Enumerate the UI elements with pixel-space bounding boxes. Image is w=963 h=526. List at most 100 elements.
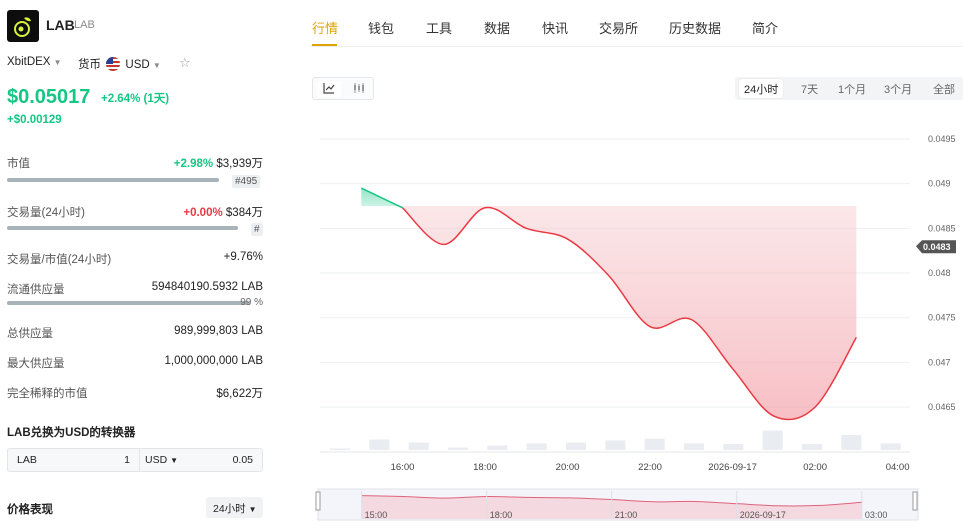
- converter-from-amount[interactable]: 1: [124, 454, 130, 466]
- y-tick-label: 0.048: [928, 268, 951, 278]
- x-tick-label: 02:00: [803, 462, 827, 473]
- time-range-selector: 24小时 7天 1个月 3个月 全部: [735, 77, 963, 100]
- tab-tools[interactable]: 工具: [426, 21, 453, 36]
- circulating-bar: [7, 301, 251, 305]
- star-icon[interactable]: ☆: [179, 55, 191, 70]
- converter-to-amount[interactable]: 0.05: [232, 454, 253, 466]
- volume-bar: [802, 444, 822, 450]
- volume-row: +0.00% $384万: [140, 204, 263, 220]
- chart-navigator[interactable]: 15:00 18:00 21:00 2026-09-17 03:00: [315, 488, 919, 521]
- x-tick-label: 22:00: [638, 462, 662, 473]
- volume-bar: [684, 443, 704, 450]
- range-7d[interactable]: 7天: [801, 84, 819, 96]
- price-line-up: [360, 187, 403, 209]
- y-tick-label: 0.0485: [928, 223, 956, 233]
- tab-market[interactable]: 行情: [312, 21, 339, 36]
- navigator-tick-label: 2026-09-17: [740, 510, 786, 520]
- volume-rank: #: [251, 221, 263, 236]
- x-tick-label: 18:00: [473, 462, 497, 473]
- price-chart[interactable]: 0.04950.0490.04850.0480.04750.0470.0465 …: [310, 125, 963, 526]
- tabs-divider: [310, 46, 963, 47]
- market-cap-change: +2.98%: [173, 158, 214, 170]
- y-tick-label: 0.0475: [928, 313, 956, 323]
- total-supply-value: 989,999,803 LAB: [174, 325, 263, 337]
- x-axis: 16:00 18:00 20:00 22:00 2026-09-17 02:00 04:00: [391, 462, 910, 473]
- token-logo: [7, 10, 39, 42]
- volume-bar: [369, 439, 390, 450]
- chart-type-toggle: [312, 77, 374, 100]
- volume-bar: [605, 440, 626, 450]
- currency-select[interactable]: 货币 USD ▼: [78, 56, 161, 72]
- range-1m[interactable]: 1个月: [838, 84, 867, 96]
- volume-label: 交易量(24小时): [7, 207, 85, 219]
- volume-bar: [408, 442, 429, 450]
- range-3m[interactable]: 3个月: [884, 84, 913, 96]
- navigator-handle-right[interactable]: [912, 491, 918, 511]
- tab-wallet[interactable]: 钱包: [368, 21, 395, 36]
- volume-bar: [841, 435, 862, 450]
- volume-bar: [644, 438, 665, 450]
- converter-to-select[interactable]: USD ▼: [145, 454, 178, 466]
- converter-from-symbol: LAB: [17, 454, 37, 466]
- fdv-value: $6,622万: [216, 388, 263, 400]
- navigator-axis: 15:00 18:00 21:00 2026-09-17 03:00: [361, 491, 888, 520]
- tab-history[interactable]: 历史数据: [669, 21, 722, 36]
- x-tick-label: 20:00: [556, 462, 580, 473]
- volume-bars: [330, 430, 901, 450]
- current-price-label: 0.0483: [923, 242, 951, 252]
- volume-bar: [7, 226, 238, 230]
- volume-bar: [526, 443, 547, 450]
- y-tick-label: 0.049: [928, 179, 951, 189]
- converter-title: LAB兑换为USD的转换器: [7, 427, 136, 439]
- token-name: LAB: [46, 17, 75, 33]
- y-tick-label: 0.0465: [928, 402, 956, 412]
- price-area-down: [402, 205, 857, 420]
- tab-news[interactable]: 快讯: [542, 21, 569, 36]
- tab-exchanges[interactable]: 交易所: [599, 21, 639, 36]
- market-cap-bar: [7, 178, 219, 182]
- price-change-pct: +2.64% (1天): [101, 93, 170, 105]
- market-cap-label: 市值: [7, 158, 30, 170]
- circulating-pct: 99 %: [240, 297, 263, 308]
- token-symbol: LAB: [74, 19, 95, 31]
- navigator-handle-left[interactable]: [315, 491, 321, 511]
- navigator-tick-label: 21:00: [615, 510, 638, 520]
- tab-data[interactable]: 数据: [484, 21, 511, 36]
- volume-bar: [762, 430, 783, 450]
- volume-bar: [448, 447, 468, 450]
- performance-title: 价格表现: [7, 504, 53, 516]
- volume-bar: [487, 445, 508, 450]
- circulating-value: 594840190.5932 LAB: [151, 281, 263, 293]
- y-tick-label: 0.047: [928, 357, 951, 367]
- currency-prefix: 货币: [78, 59, 101, 71]
- y-tick-label: 0.0495: [928, 134, 956, 144]
- navigator-tick-label: 03:00: [865, 510, 888, 520]
- exchange-label: XbitDEX: [7, 56, 51, 68]
- line-chart-button[interactable]: [317, 81, 341, 97]
- candlestick-button[interactable]: [347, 81, 371, 97]
- exchange-select[interactable]: XbitDEX ▼: [7, 56, 62, 68]
- caret-down-icon: ▼: [170, 456, 179, 465]
- active-tab-indicator: [312, 44, 337, 46]
- performance-range-label: 24小时: [213, 503, 246, 515]
- x-tick-label: 16:00: [391, 462, 415, 473]
- converter-divider: [139, 449, 140, 471]
- price-line-down: [401, 206, 858, 421]
- converter-to-symbol: USD: [145, 454, 168, 466]
- volume-bar: [723, 444, 744, 450]
- volume-value: $384万: [225, 207, 263, 219]
- current-price-marker: 0.0483: [916, 240, 956, 254]
- navigator-tick-label: 18:00: [490, 510, 513, 520]
- currency-label: USD: [125, 59, 150, 71]
- vol-mcap-value: +9.76%: [223, 251, 263, 263]
- volume-bar: [330, 448, 350, 450]
- range-24h[interactable]: 24小时: [739, 79, 784, 98]
- line-chart-icon: [323, 83, 335, 94]
- chevron-down-icon: ▼: [53, 58, 62, 67]
- token-price: $0.05017: [7, 86, 91, 108]
- range-all[interactable]: 全部: [933, 84, 955, 96]
- candlestick-icon: [354, 83, 364, 93]
- tab-about[interactable]: 简介: [752, 21, 779, 36]
- performance-range-select[interactable]: 24小时 ▼: [206, 497, 263, 518]
- vol-mcap-label: 交易量/市值(24小时): [7, 254, 112, 266]
